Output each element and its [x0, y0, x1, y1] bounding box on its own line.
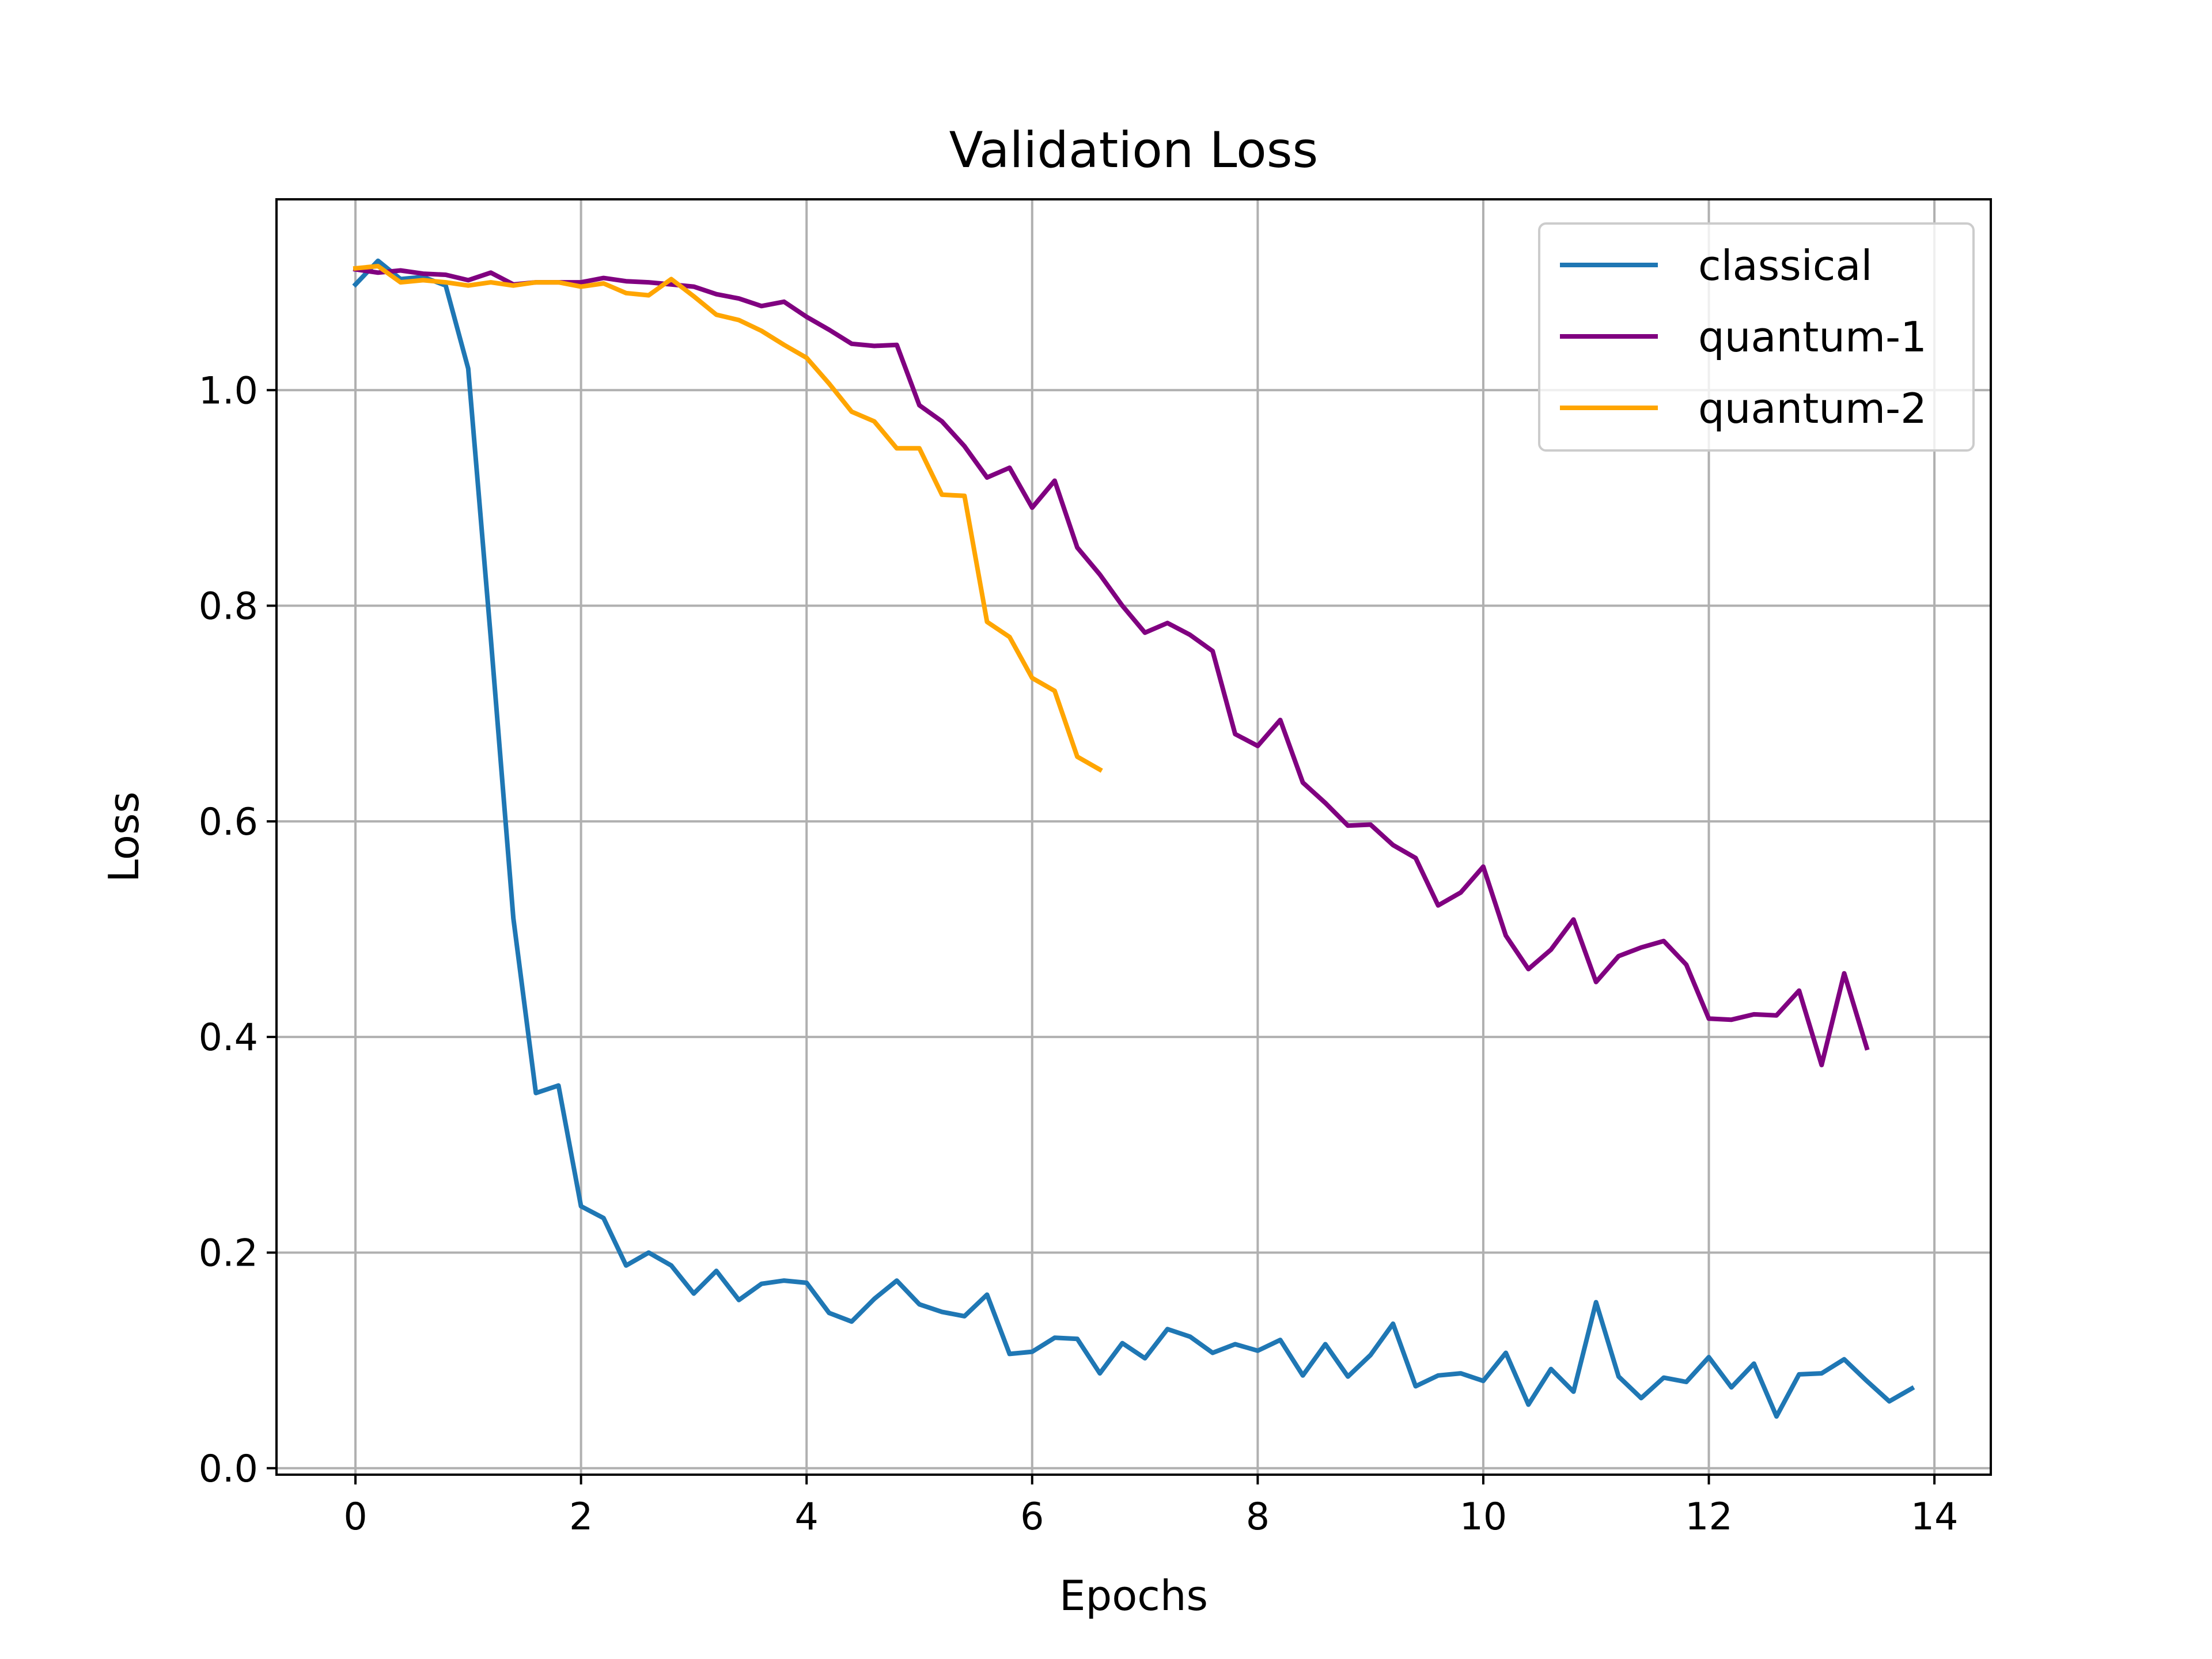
legend-label-quantum-1: quantum-1 — [1698, 313, 1927, 361]
x-tick-label: 10 — [1460, 1495, 1508, 1539]
x-tick-label: 8 — [1246, 1495, 1270, 1539]
x-tick-label: 2 — [569, 1495, 593, 1539]
y-tick-label: 0.8 — [199, 585, 258, 628]
y-tick-label: 0.2 — [199, 1232, 258, 1275]
x-tick-label: 12 — [1685, 1495, 1733, 1539]
series-layer — [352, 258, 1915, 1419]
chart-title: Validation Loss — [949, 122, 1319, 179]
x-axis-label: Epochs — [1059, 1571, 1208, 1620]
series-line-classical — [352, 258, 1915, 1419]
axis-ticks: 0 2 4 6 8 10 12 14 0.0 0.2 0.4 0.6 0.8 1.0 — [199, 369, 1959, 1539]
x-tick-label: 4 — [795, 1495, 819, 1539]
legend-label-classical: classical — [1698, 241, 1872, 290]
x-tick-label: 0 — [343, 1495, 367, 1539]
y-tick-label: 1.0 — [199, 369, 258, 412]
x-tick-label: 6 — [1020, 1495, 1044, 1539]
grid-lines — [276, 199, 1991, 1475]
series-line-quantum-2 — [353, 264, 1103, 773]
series-line-quantum-1 — [353, 267, 1870, 1067]
x-tick-label: 14 — [1911, 1495, 1959, 1539]
y-tick-label: 0.6 — [199, 801, 258, 844]
plot-frame — [275, 198, 1992, 1476]
y-axis-label: Loss — [100, 791, 148, 882]
y-tick-label: 0.0 — [199, 1448, 258, 1491]
legend: classical quantum-1 quantum-2 — [1538, 222, 1975, 452]
y-tick-label: 0.4 — [199, 1016, 258, 1059]
legend-label-quantum-2: quantum-2 — [1698, 384, 1927, 433]
legend-box — [1538, 222, 1975, 452]
